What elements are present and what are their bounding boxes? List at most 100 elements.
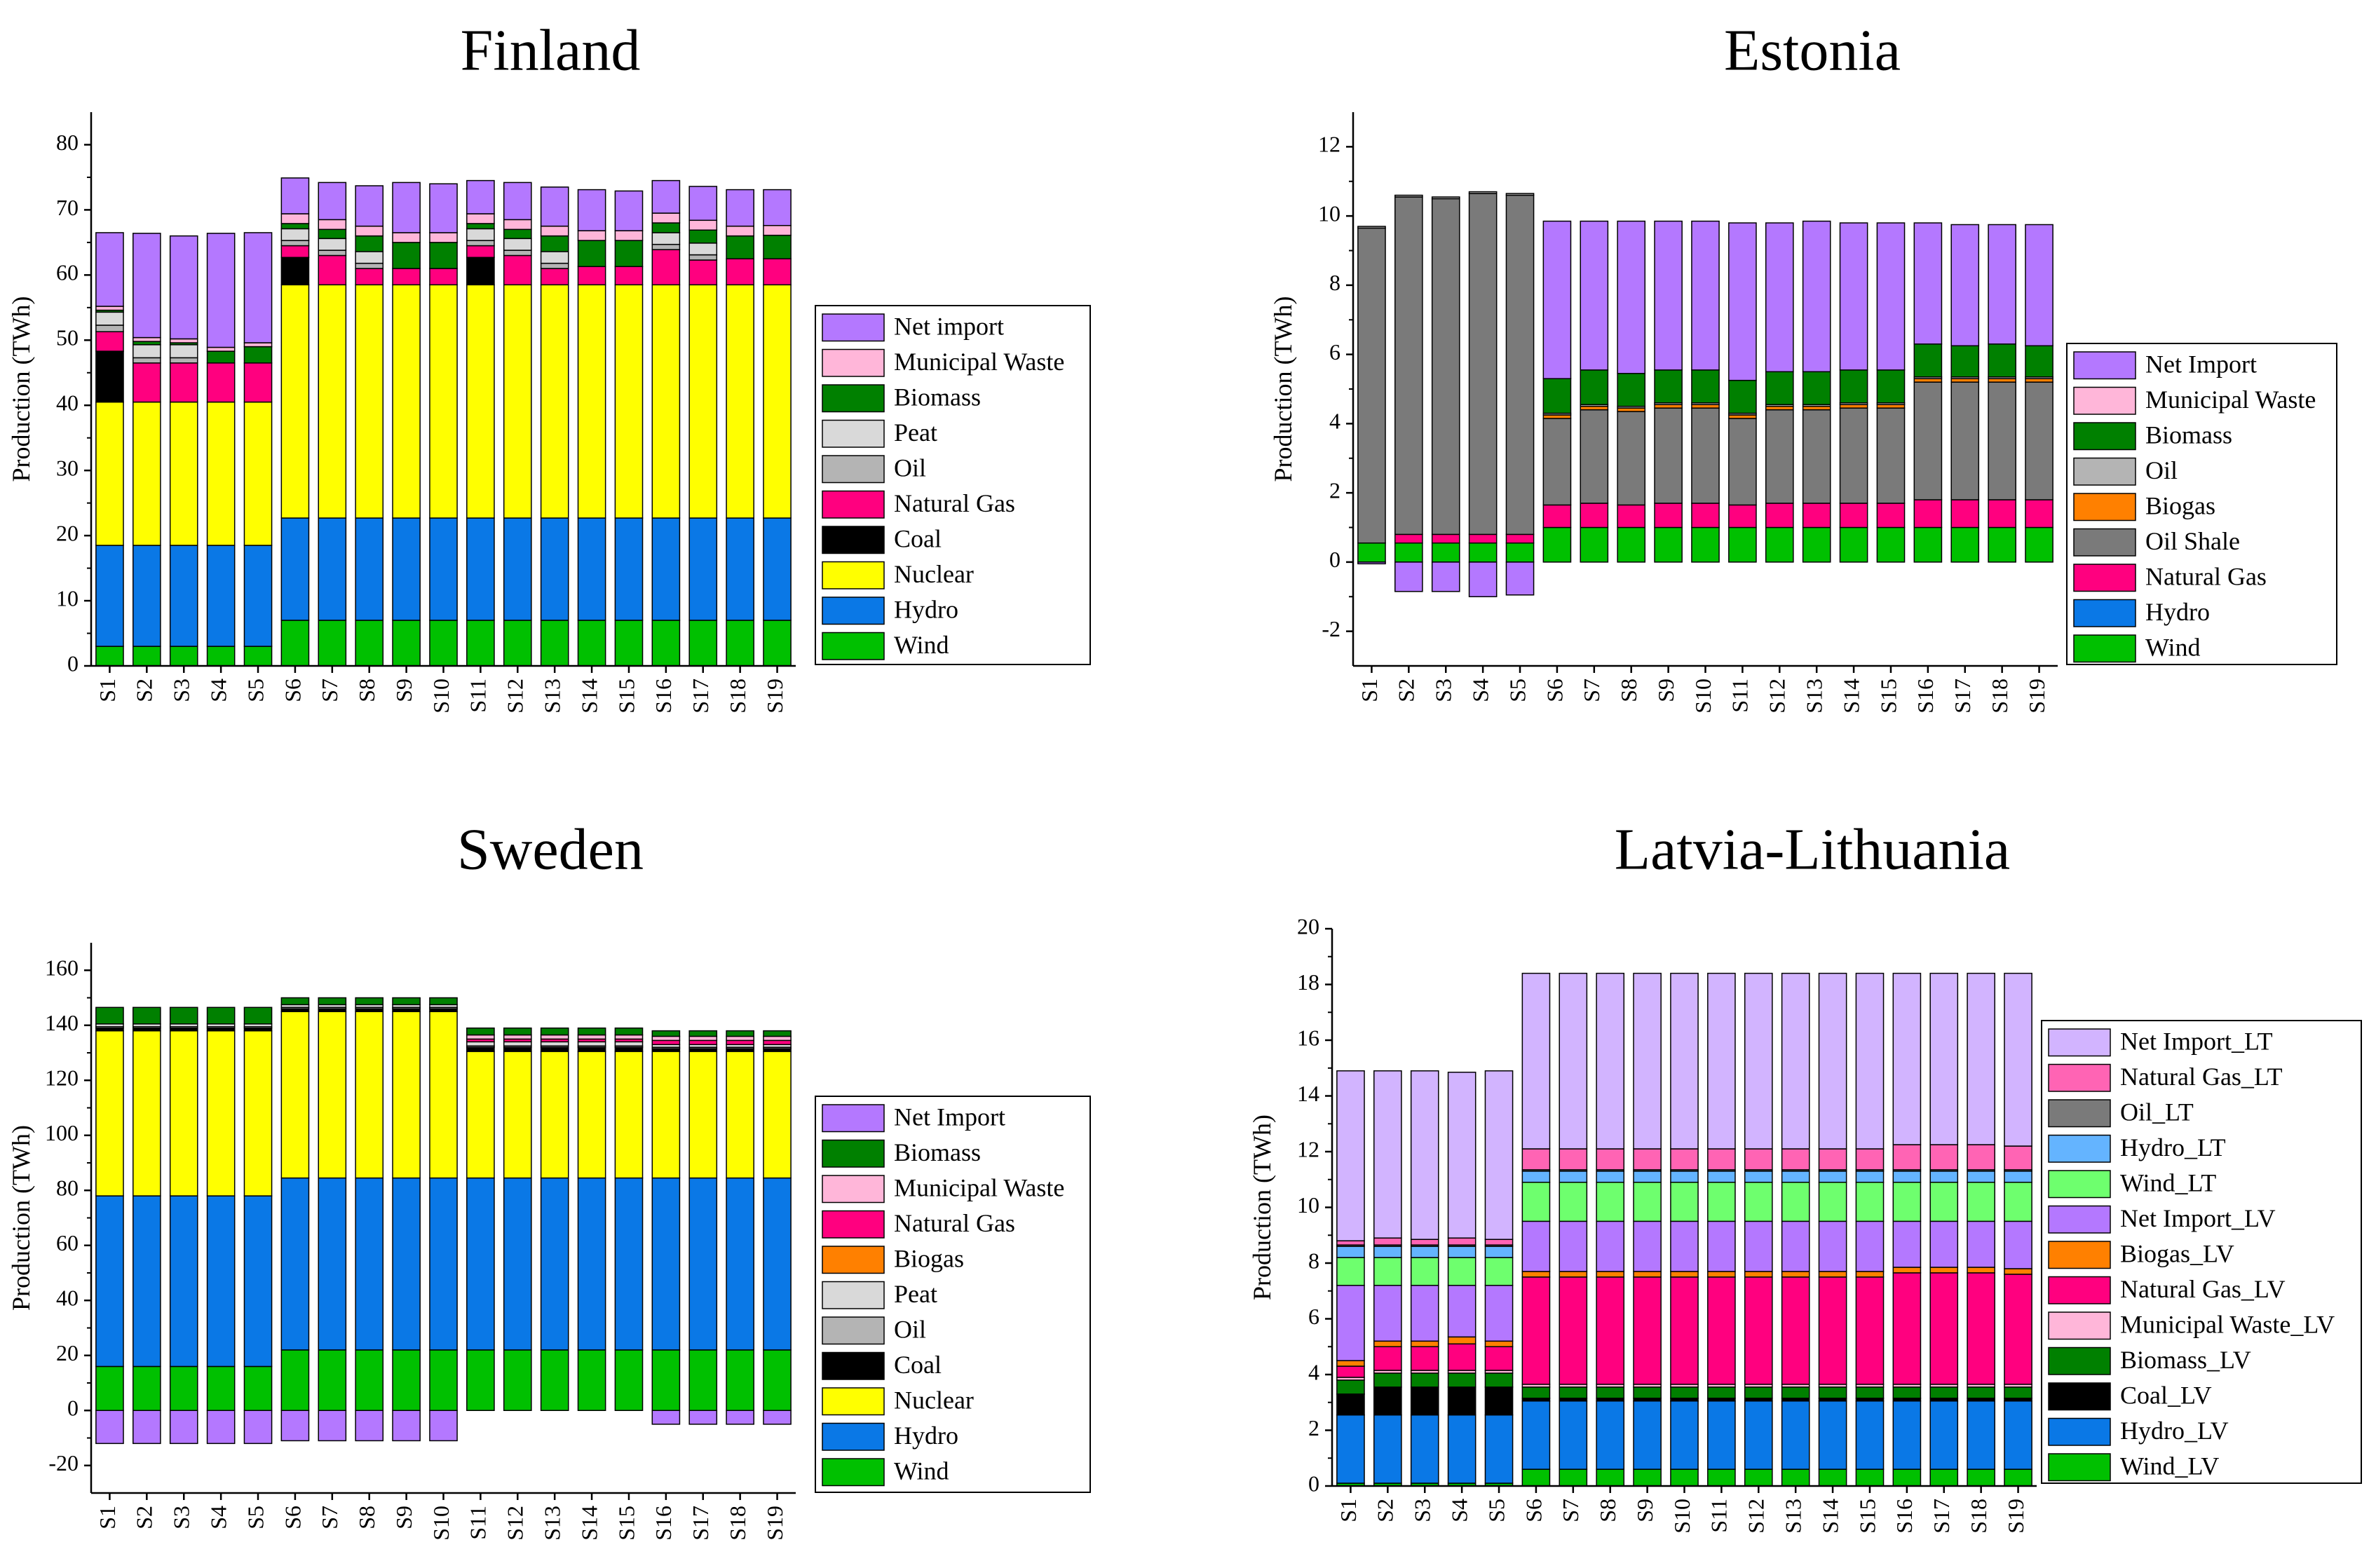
legend-label-oil-lt: Oil_LT (2120, 1098, 2194, 1126)
legend-swatch-net-import-lv (2048, 1205, 2111, 1234)
bar-segment-coal-s13 (540, 1047, 569, 1052)
bar-segment-wind-s12 (503, 1349, 532, 1412)
y-tick-label: 4 (1329, 409, 1340, 434)
bar-segment-net-import-s6 (280, 1410, 310, 1442)
bar-segment-municipal-waste-s16 (651, 212, 681, 224)
legend-swatch-coal (822, 1351, 885, 1380)
bar-segment-nuclear-s15 (614, 1051, 644, 1179)
bar-segment-biomass-lv-s1 (1336, 1379, 1365, 1395)
y-tick-label: 40 (56, 390, 79, 416)
bar-segment-wind-lv-s19 (2004, 1468, 2032, 1487)
bar-segment-wind-s18 (726, 620, 754, 667)
bar-segment-natural-gas-lt-s11 (1707, 1148, 1736, 1171)
bar-segment-biomass-lv-s12 (1744, 1386, 1773, 1399)
legend-swatch-natural-gas (2073, 564, 2136, 592)
bar-segment-wind-lt-s10 (1670, 1181, 1699, 1222)
bar-segment-wind-lv-s8 (1596, 1468, 1625, 1487)
bar-segment-coal-s6 (280, 257, 310, 286)
bar-segment-oil-shale-s8 (1617, 411, 1646, 506)
bar-segment-municipal-waste-s14 (577, 1034, 606, 1040)
bar-segment-net-import-lv-s2 (1373, 1285, 1402, 1342)
legend-label-oil-shale: Oil Shale (2145, 527, 2240, 555)
bar-segment-wind-lt-s4 (1447, 1257, 1476, 1286)
legend-swatch-natural-gas (822, 490, 885, 519)
bar-segment-hydro-s18 (726, 1177, 754, 1351)
bar-segment-nuclear-s5 (243, 401, 273, 546)
bar-segment-municipal-waste-s17 (688, 1035, 718, 1042)
bar-segment-wind-s9 (392, 620, 421, 667)
bar-segment-oil-s8 (355, 262, 384, 269)
bar-segment-oil-shale-s5 (1505, 194, 1535, 536)
bar-segment-biomass-s14 (577, 1027, 606, 1036)
legend-swatch-nuclear (822, 1387, 885, 1416)
bar-segment-wind-s15 (614, 1349, 644, 1412)
bar-segment-net-import-s6 (1542, 220, 1572, 379)
bar-segment-hydro-lt-s1 (1336, 1246, 1365, 1258)
bar-segment-nuclear-s9 (392, 1011, 421, 1179)
bar-segment-biomass-s5 (243, 1007, 273, 1025)
bar-segment-net-import-s6 (280, 177, 310, 214)
bar-segment-wind-lv-s10 (1670, 1468, 1699, 1487)
bar-segment-net-import-s18 (726, 189, 754, 227)
bar-segment-net-import-lv-s5 (1484, 1285, 1514, 1342)
bar-segment-natural-gas-lt-s17 (1929, 1144, 1959, 1171)
bar-segment-wind-lt-s13 (1781, 1181, 1810, 1222)
bar-segment-natural-gas-s19 (763, 1039, 792, 1045)
bar-segment-net-import-lv-s10 (1670, 1220, 1699, 1272)
bar-segment-nuclear-s14 (577, 284, 606, 519)
bar-segment-hydro-lv-s7 (1559, 1400, 1588, 1470)
bar-segment-nuclear-s14 (577, 1051, 606, 1179)
legend-label-nuclear: Nuclear (894, 1386, 974, 1414)
bar-segment-oil-shale-s10 (1691, 407, 1720, 504)
x-tick-label-s12: S12 (1744, 1499, 1769, 1534)
y-axis-label: Production (TWh) (1269, 296, 1297, 482)
y-tick-label: 6 (1308, 1304, 1319, 1329)
y-tick-label: 8 (1308, 1248, 1319, 1273)
legend-label-wind: Wind (2145, 634, 2201, 662)
y-tick-label: 10 (1297, 1192, 1319, 1218)
bar-segment-hydro-s17 (688, 1177, 718, 1351)
legend-swatch-oil (2073, 457, 2136, 486)
bar-segment-net-import-lt-s14 (1818, 972, 1847, 1150)
bar-segment-hydro-lt-s14 (1818, 1171, 1847, 1183)
bar-segment-net-import-lv-s19 (2004, 1220, 2032, 1269)
bar-segment-municipal-waste-s10 (429, 232, 458, 243)
bar-segment-natural-gas-lt-s13 (1781, 1148, 1810, 1171)
y-tick-label: 0 (67, 650, 79, 676)
x-tick-label-s3: S3 (1410, 1499, 1435, 1522)
bar-segment-hydro-lt-s8 (1596, 1171, 1625, 1183)
bar-segment-municipal-waste-s5 (243, 342, 273, 348)
legend-swatch-wind (822, 1458, 885, 1487)
bar-segment-oil-shale-s15 (1876, 407, 1906, 504)
bar-segment-wind-s3 (169, 646, 198, 667)
chart-latvia-lithuania: Latvia-Lithuania Production (TWh) 0 2 4 6 8 10 1… (1248, 817, 2362, 1534)
bar-segment-peat-s12 (503, 238, 532, 251)
legend-swatch-peat (822, 1281, 885, 1309)
bar-segment-biogas-lv-s8 (1596, 1271, 1625, 1278)
bar-segment-nuclear-s17 (688, 284, 718, 519)
bar-segment-oil-s12 (503, 250, 532, 257)
bar-segment-nuclear-s1 (95, 1030, 124, 1197)
x-tick-label-s14: S14 (576, 1506, 602, 1541)
bar-segment-municipal-waste-s14 (577, 230, 606, 241)
x-tick-label-s14: S14 (1817, 1499, 1842, 1534)
bar-segment-hydro-lt-s12 (1744, 1171, 1773, 1183)
bar-segment-natural-gas-lv-s11 (1707, 1276, 1736, 1385)
legend-label-wind-lv: Wind_LV (2120, 1452, 2219, 1480)
y-tick-label: 20 (56, 520, 79, 545)
bar-segment-net-import-s12 (503, 182, 532, 221)
bar-segment-municipal-waste-s18 (726, 225, 754, 237)
bar-segment-wind-s5 (1505, 542, 1535, 563)
bar-segment-wind-s19 (763, 1349, 792, 1412)
chart-title: Finland (461, 18, 641, 83)
bar-segment-net-import-s4 (1468, 561, 1498, 598)
x-tick-label-s11: S11 (1727, 679, 1753, 713)
x-tick-label-s3: S3 (169, 679, 194, 702)
bar-segment-biogas-lv-s1 (1336, 1360, 1365, 1367)
bar-segment-hydro-lv-s8 (1596, 1400, 1625, 1470)
bar-segment-hydro-lv-s13 (1781, 1400, 1810, 1470)
bar-segment-natural-gas-s18 (726, 258, 754, 286)
bar-segment-nuclear-s13 (540, 1051, 569, 1179)
bar-segment-natural-gas-lt-s1 (1336, 1240, 1365, 1246)
x-tick-label-s14: S14 (576, 679, 602, 714)
